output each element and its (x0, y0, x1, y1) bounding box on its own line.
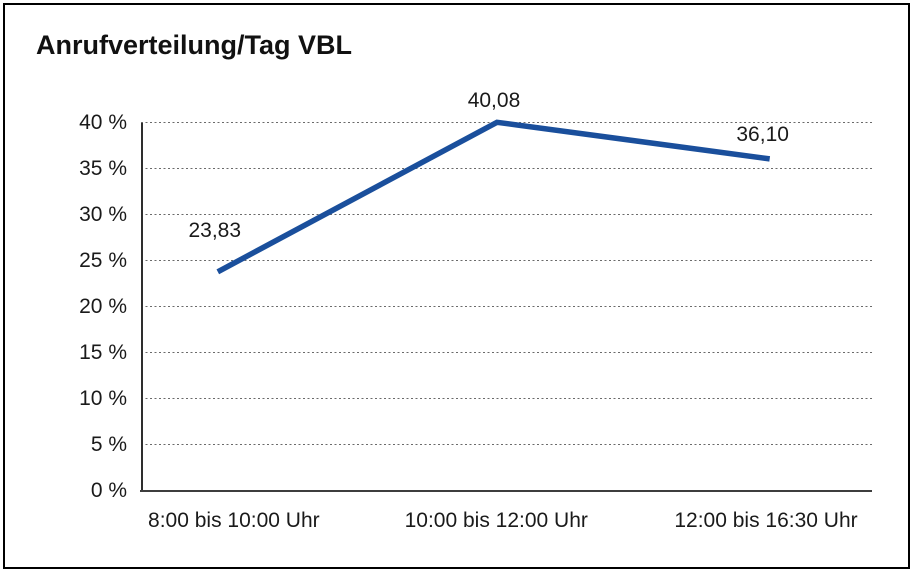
chart-title: Anrufverteilung/Tag VBL (36, 30, 353, 60)
y-axis-line (141, 123, 143, 492)
data-value-label: 40,08 (467, 89, 521, 113)
x-category-label: 12:00 bis 16:30 Uhr (674, 509, 858, 532)
x-category-label: 8:00 bis 10:00 Uhr (148, 509, 320, 532)
gridline (141, 168, 872, 170)
y-tick-label: 35 % (79, 157, 127, 180)
gridline (141, 398, 872, 400)
gridline (141, 306, 872, 308)
y-tick-label: 15 % (79, 341, 127, 364)
x-category-label: 10:00 bis 12:00 Uhr (404, 509, 588, 532)
y-tick-label: 20 % (79, 295, 127, 318)
data-value-label: 23,83 (188, 218, 242, 242)
y-tick-label: 10 % (79, 387, 127, 410)
y-tick-label: 25 % (79, 249, 127, 272)
gridline (141, 214, 872, 216)
gridline (141, 260, 872, 262)
y-tick-label: 5 % (90, 433, 127, 456)
data-line (216, 119, 771, 275)
data-value-label: 36,10 (736, 122, 789, 146)
x-axis-line (140, 490, 872, 492)
gridline (141, 444, 872, 446)
gridline (141, 352, 872, 354)
y-tick-label: 40 % (79, 111, 127, 134)
y-tick-label: 30 % (79, 203, 127, 226)
y-tick-label: 0 % (90, 479, 127, 502)
